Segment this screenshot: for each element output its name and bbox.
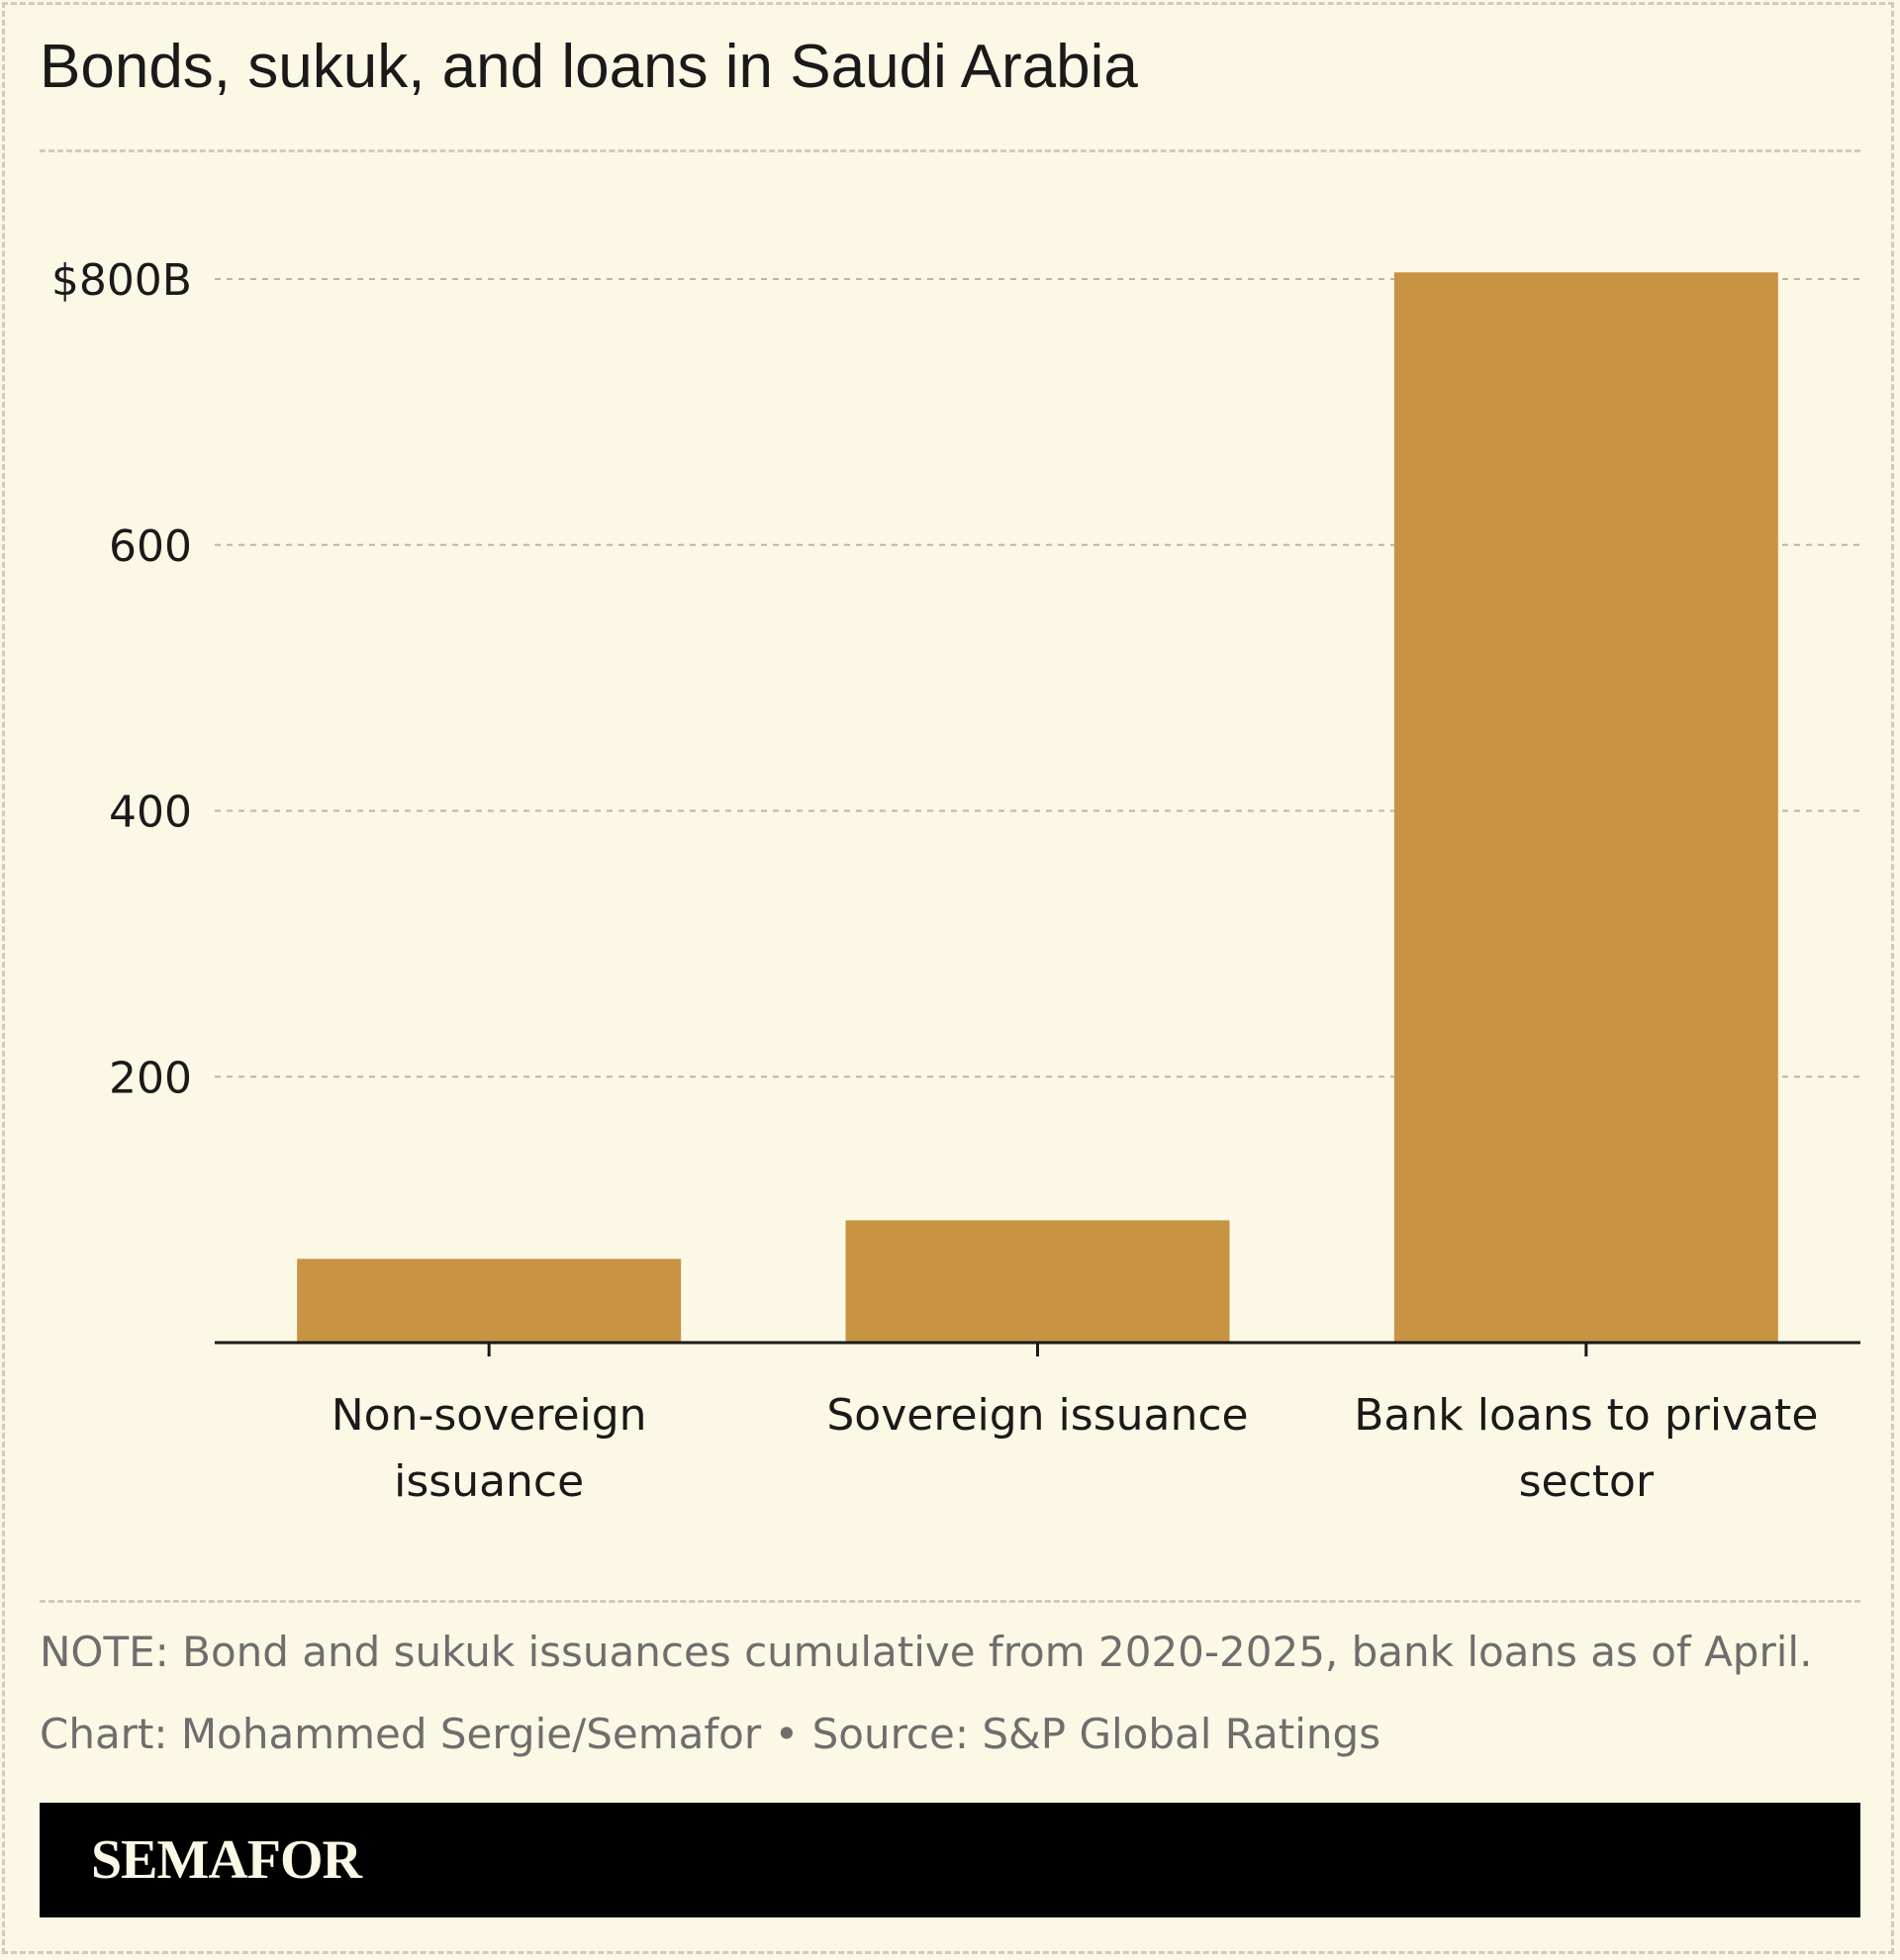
y-tick-label: 400 bbox=[109, 788, 192, 838]
y-tick-label: 600 bbox=[109, 521, 192, 572]
y-tick-label: 200 bbox=[109, 1053, 192, 1103]
bar-chart: 200 400 600 $800B Non-sovereign issuance Sover… bbox=[51, 255, 1860, 1507]
notes-divider bbox=[40, 1600, 1860, 1603]
chart-title: Bonds, sukuk, and loans in Saudi Arabia bbox=[40, 33, 1138, 101]
x-tick-label: Sovereign issuance bbox=[826, 1390, 1248, 1441]
title-divider bbox=[40, 149, 1860, 152]
y-tick-label: $800B bbox=[51, 255, 192, 306]
bar bbox=[845, 1220, 1230, 1343]
bar bbox=[1393, 272, 1778, 1343]
chart-credit: Chart: Mohammed Sergie/Semafor • Source:… bbox=[40, 1710, 1381, 1758]
bar bbox=[297, 1259, 682, 1343]
semafor-logo: SEMAFOR bbox=[91, 1829, 362, 1891]
x-tick-label: Bank loans to private sector bbox=[1354, 1390, 1818, 1507]
chart-note: NOTE: Bond and sukuk issuances cumulativ… bbox=[40, 1628, 1813, 1676]
brand-bar: SEMAFOR bbox=[40, 1803, 1860, 1917]
x-tick-label: Non-sovereign issuance bbox=[332, 1390, 647, 1507]
